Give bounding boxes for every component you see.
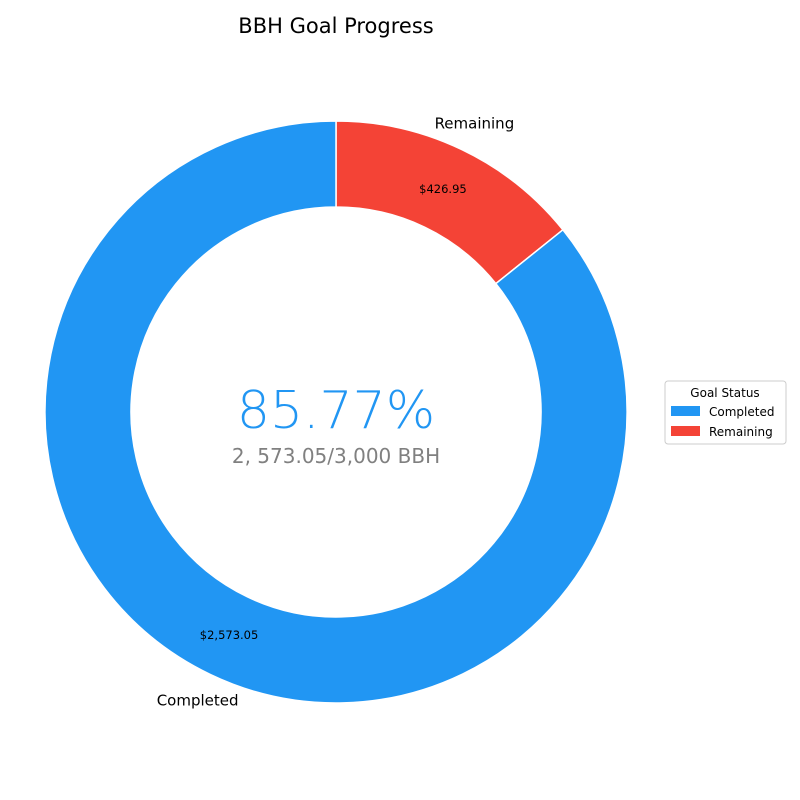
slice-completed	[44, 120, 628, 704]
legend-label-completed: Completed	[709, 405, 774, 419]
legend-title: Goal Status	[690, 386, 759, 400]
center-subtitle: 2, 573.05/3,000 BBH	[232, 444, 440, 468]
slice-labels: $426.95 Remaining $2,573.05 Completed	[157, 114, 515, 709]
category-label-remaining: Remaining	[435, 114, 515, 132]
value-label-completed: $2,573.05	[200, 628, 259, 642]
center-percent: 85.77%	[237, 381, 435, 441]
legend-label-remaining: Remaining	[709, 425, 773, 439]
legend-swatch-completed	[671, 406, 700, 416]
legend: Goal Status Completed Remaining	[664, 380, 787, 445]
category-label-completed: Completed	[157, 692, 239, 710]
chart-title: BBH Goal Progress	[238, 14, 433, 38]
legend-swatch-remaining	[671, 426, 700, 436]
value-label-remaining: $426.95	[419, 182, 467, 196]
donut-slices	[44, 120, 628, 704]
